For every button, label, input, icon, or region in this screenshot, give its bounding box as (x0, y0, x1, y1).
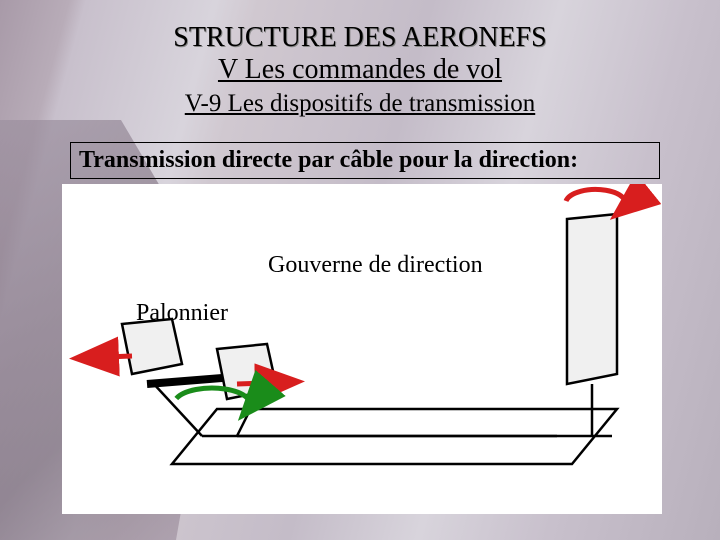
label-palonnier: Palonnier (136, 300, 228, 327)
title-line-1: STRUCTURE DES AERONEFS (0, 22, 720, 54)
pedal-left (122, 319, 182, 374)
arrow-pedal-left (84, 356, 132, 358)
title-line-3: V-9 Les dispositifs de transmission (0, 90, 720, 118)
rudder-surface (567, 214, 617, 384)
label-gouverne: Gouverne de direction (268, 252, 483, 279)
curved-arrow-rudder (566, 189, 626, 210)
curved-arrow-pivot (176, 388, 250, 409)
slide-content: STRUCTURE DES AERONEFS V Les commandes d… (0, 0, 720, 540)
transmission-diagram (62, 184, 662, 514)
caption-box: Transmission directe par câble pour la d… (70, 142, 660, 179)
title-line-2: V Les commandes de vol (0, 54, 720, 86)
arrow-pedal-right (237, 382, 290, 384)
